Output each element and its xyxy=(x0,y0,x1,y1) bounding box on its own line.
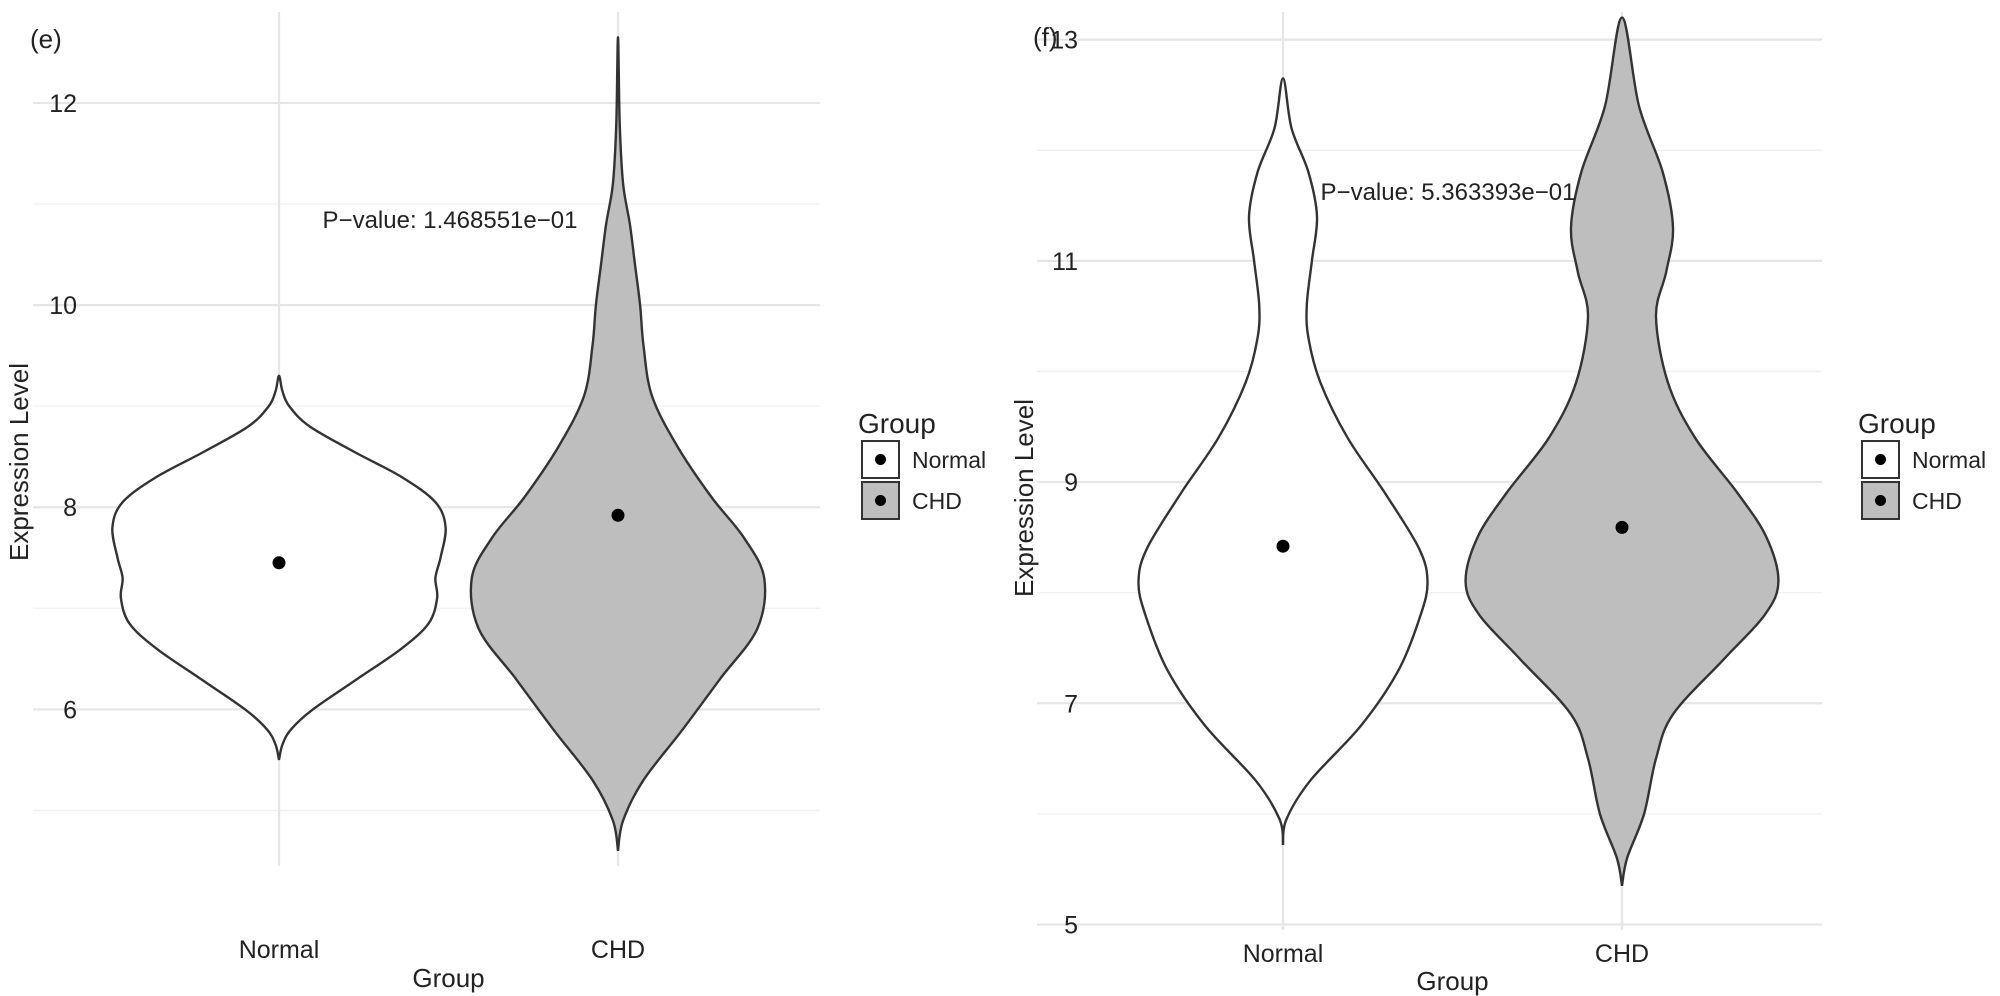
y-tick-label: 6 xyxy=(63,696,77,724)
x-axis-title: Group xyxy=(412,963,484,993)
legend-dot-chd xyxy=(1875,495,1886,506)
panel-label: (f) xyxy=(1033,22,1058,52)
panel-label: (e) xyxy=(30,24,62,54)
y-tick-label: 12 xyxy=(49,90,77,118)
panel-e-violins xyxy=(111,36,767,852)
panel-e-x-tick-labels: Normal CHD xyxy=(239,936,645,964)
p-value-annotation: P−value: 5.363393e−01 xyxy=(1321,179,1576,206)
y-tick-label: 8 xyxy=(63,494,77,522)
panel-e: 6 8 10 12 Normal CHD (e) Group Expression L… xyxy=(4,12,986,993)
panel-e-y-tick-labels: 6 8 10 12 xyxy=(49,90,77,724)
violin-chd xyxy=(1464,16,1780,886)
panel-e-legend: Group Normal CHD xyxy=(858,408,986,520)
y-tick-label: 7 xyxy=(1064,690,1078,718)
y-tick-label: 10 xyxy=(49,292,77,320)
panel-f-legend: Group Normal CHD xyxy=(1858,408,1986,520)
legend-label-normal: Normal xyxy=(1912,447,1986,473)
panel-f: 5 7 9 11 13 Normal CHD (f) Group Expression … xyxy=(1009,12,1986,996)
legend-dot-chd xyxy=(875,495,886,506)
x-axis-title: Group xyxy=(1416,966,1488,996)
mean-point-normal xyxy=(272,556,286,570)
y-tick-label: 13 xyxy=(1050,27,1078,55)
x-tick-normal: Normal xyxy=(239,936,320,964)
legend-label-chd: CHD xyxy=(1912,488,1962,514)
violin-chd xyxy=(469,36,767,852)
y-axis-title: Expression Level xyxy=(4,363,34,561)
y-tick-label: 9 xyxy=(1064,469,1078,497)
panel-f-y-tick-labels: 5 7 9 11 13 xyxy=(1050,27,1078,940)
mean-point-normal xyxy=(1276,539,1290,553)
legend-label-normal: Normal xyxy=(912,447,986,473)
x-tick-chd: CHD xyxy=(591,936,645,964)
mean-point-chd xyxy=(1615,520,1629,534)
legend-title: Group xyxy=(1858,408,1936,439)
y-tick-label: 5 xyxy=(1064,911,1078,939)
legend-label-chd: CHD xyxy=(912,488,962,514)
x-tick-normal: Normal xyxy=(1243,940,1324,968)
mean-point-chd xyxy=(611,508,625,522)
y-axis-title: Expression Level xyxy=(1009,399,1039,597)
legend-title: Group xyxy=(858,408,936,439)
legend-dot-normal xyxy=(875,454,886,465)
x-tick-chd: CHD xyxy=(1595,940,1649,968)
p-value-annotation: P−value: 1.468551e−01 xyxy=(323,207,578,234)
panel-f-x-tick-labels: Normal CHD xyxy=(1243,940,1649,968)
legend-dot-normal xyxy=(1875,454,1886,465)
panel-f-violins xyxy=(1137,16,1780,886)
violin-normal xyxy=(1137,77,1429,845)
y-tick-label: 11 xyxy=(1052,248,1078,276)
